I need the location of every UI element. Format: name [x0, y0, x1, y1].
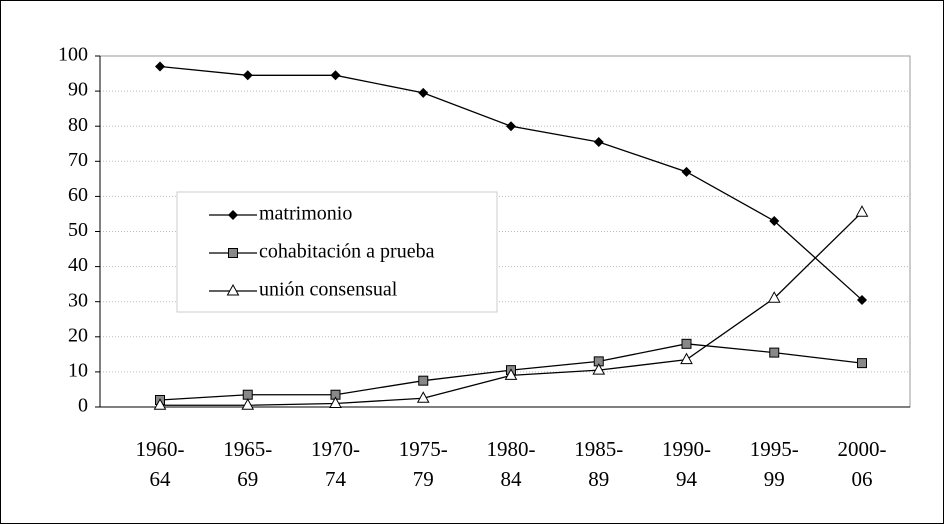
- y-tick-label: 40: [68, 254, 88, 276]
- marker: [767, 291, 781, 303]
- marker: [228, 210, 238, 220]
- y-tick-label: 100: [58, 44, 88, 66]
- marker: [418, 375, 429, 386]
- marker: [153, 398, 167, 410]
- marker: [330, 70, 341, 81]
- marker: [592, 363, 606, 375]
- x-tick-label: 1970- 74: [311, 437, 360, 491]
- marker: [242, 70, 253, 81]
- x-tick-label: 1965- 69: [223, 437, 273, 491]
- marker: [593, 136, 604, 147]
- y-tick-label: 60: [68, 184, 88, 206]
- marker: [504, 368, 518, 380]
- legend-label: unión consensual: [259, 279, 398, 301]
- y-tick-label: 30: [68, 289, 88, 311]
- marker: [769, 347, 780, 358]
- marker: [855, 205, 869, 217]
- marker: [681, 338, 692, 349]
- marker: [857, 358, 867, 369]
- legend-label: cohabitación a prueba: [259, 241, 435, 263]
- x-tick-label: 1980- 84: [486, 437, 536, 491]
- marker: [769, 215, 780, 226]
- x-tick-label: 1975- 79: [398, 437, 448, 491]
- y-tick-label: 20: [68, 324, 88, 346]
- marker: [241, 398, 255, 410]
- marker: [242, 389, 253, 400]
- y-tick-label: 90: [68, 79, 88, 101]
- marker: [329, 396, 342, 408]
- y-tick-label: 70: [68, 149, 88, 171]
- y-tick-label: 0: [78, 395, 88, 417]
- marker: [681, 166, 692, 177]
- x-tick-label: 1985- 89: [574, 437, 624, 491]
- legend-label: matrimonio: [259, 203, 352, 225]
- marker: [506, 121, 516, 132]
- marker: [680, 352, 693, 365]
- marker: [228, 248, 238, 258]
- marker: [155, 61, 165, 72]
- x-tick-label: 2000- 06: [837, 437, 887, 491]
- marker: [418, 87, 429, 98]
- x-tick-label: 1990- 94: [662, 437, 711, 491]
- x-tick-label: 1995- 99: [749, 437, 799, 491]
- marker: [226, 283, 240, 296]
- y-tick-label: 50: [68, 219, 88, 241]
- x-tick-label: 1960- 64: [135, 437, 185, 491]
- y-tick-label: 10: [68, 359, 88, 381]
- y-tick-label: 80: [68, 114, 88, 136]
- marker: [416, 391, 430, 403]
- marker: [857, 294, 867, 305]
